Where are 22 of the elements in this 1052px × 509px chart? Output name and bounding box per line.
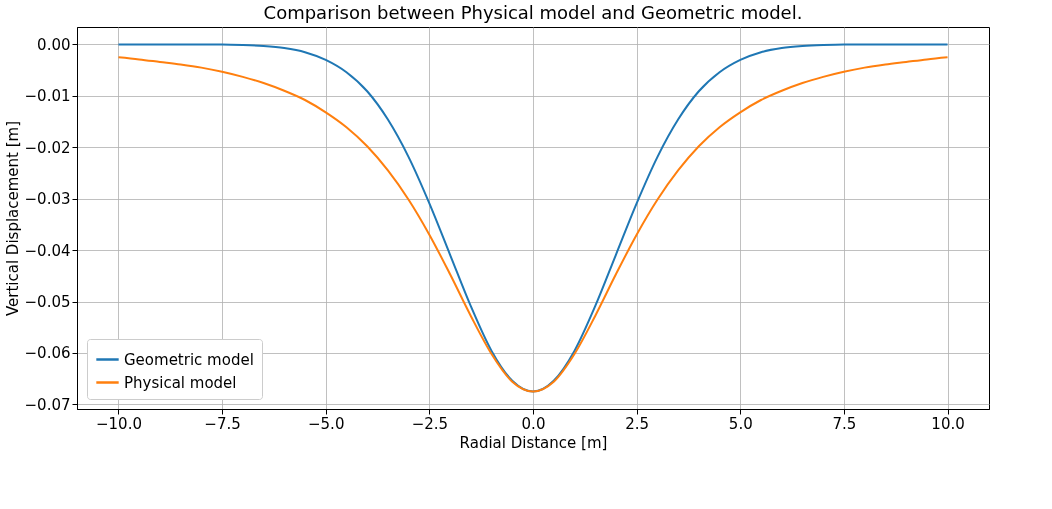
y-tick-label: −0.05 <box>24 293 71 312</box>
y-tick-label: 0.00 <box>37 35 71 54</box>
y-tick-label: −0.04 <box>24 241 71 260</box>
x-tick-label: 0.0 <box>521 414 546 433</box>
legend-label: Physical model <box>124 373 237 392</box>
y-tick-label: −0.07 <box>24 395 71 414</box>
x-tick-label: −2.5 <box>411 414 449 433</box>
y-tick-label: −0.01 <box>24 87 71 106</box>
x-tick-label: −7.5 <box>204 414 241 433</box>
chart-title: Comparison between Physical model and Geometric model. <box>263 2 803 23</box>
y-tick-label: −0.06 <box>24 344 71 363</box>
x-tick-label: 2.5 <box>625 414 650 433</box>
x-tick-label: 5.0 <box>728 414 753 433</box>
y-tick-label: −0.03 <box>24 190 71 209</box>
x-tick-label: 10.0 <box>931 414 965 433</box>
y-axis-title: Vertical Displacement [m] <box>3 120 22 317</box>
legend-label: Geometric model <box>124 350 254 369</box>
x-tick-label: 7.5 <box>832 414 857 433</box>
x-tick-label: −5.0 <box>308 414 345 433</box>
x-tick-label: −10.0 <box>95 414 142 433</box>
y-tick-label: −0.02 <box>24 138 71 157</box>
x-axis-title: Radial Distance [m] <box>459 433 608 452</box>
